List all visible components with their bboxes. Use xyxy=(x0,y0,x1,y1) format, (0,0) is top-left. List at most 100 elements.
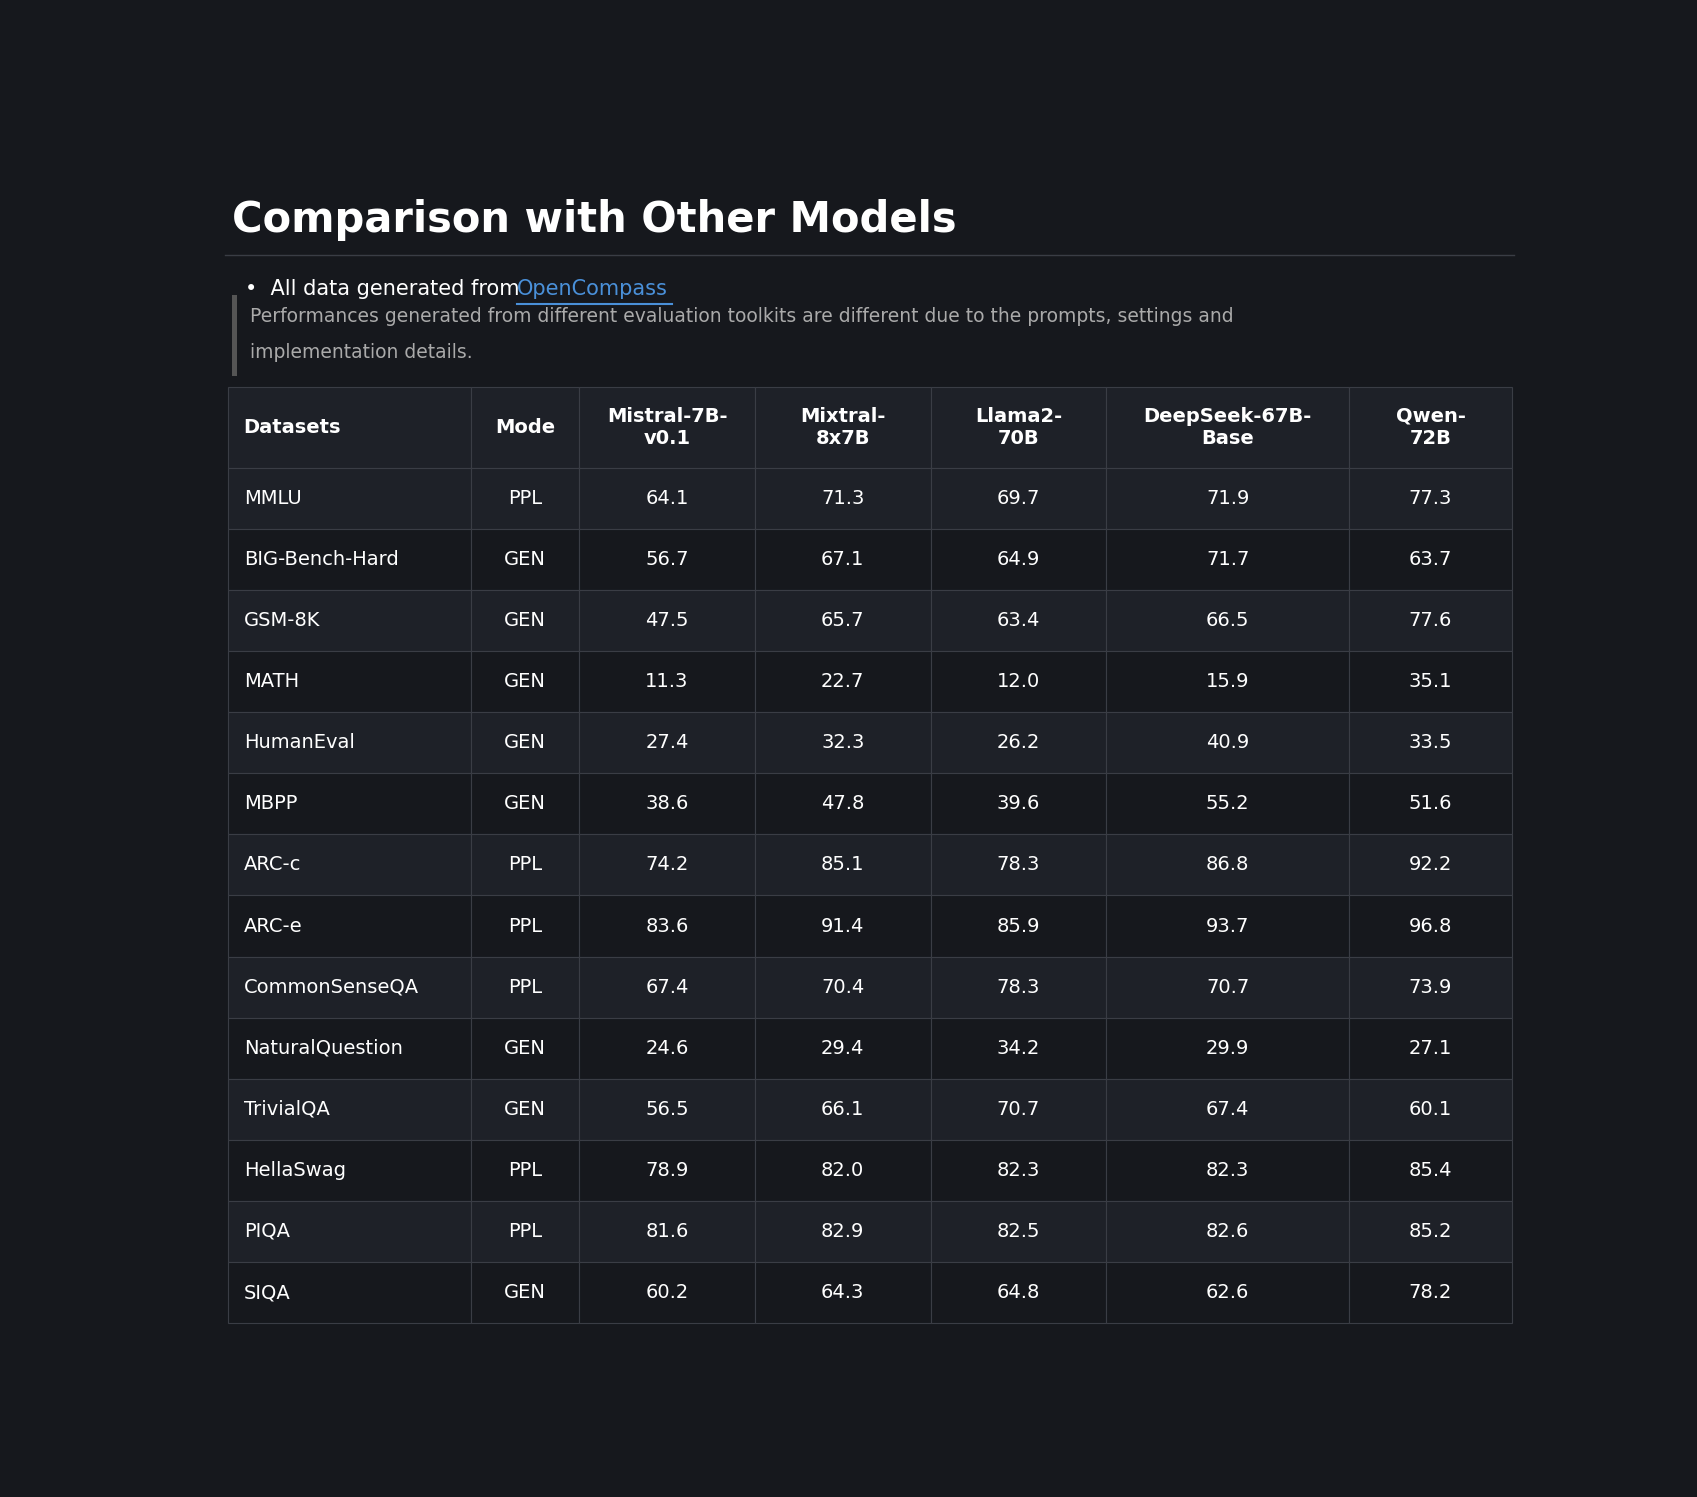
Bar xyxy=(755,957,930,1018)
Bar xyxy=(1106,469,1349,528)
Text: 35.1: 35.1 xyxy=(1409,672,1453,692)
Text: ARC-c: ARC-c xyxy=(244,855,300,874)
Bar xyxy=(930,774,1106,834)
Bar xyxy=(227,1201,472,1262)
Bar xyxy=(930,528,1106,590)
Text: GEN: GEN xyxy=(504,734,546,751)
Text: 60.2: 60.2 xyxy=(645,1283,689,1302)
Text: GEN: GEN xyxy=(504,1100,546,1118)
Bar xyxy=(579,957,755,1018)
Text: 77.6: 77.6 xyxy=(1409,611,1453,630)
Bar xyxy=(579,1262,755,1323)
Text: 66.5: 66.5 xyxy=(1207,611,1249,630)
Bar xyxy=(472,957,579,1018)
Text: implementation details.: implementation details. xyxy=(249,343,473,362)
Bar xyxy=(930,1262,1106,1323)
Text: 63.4: 63.4 xyxy=(996,611,1040,630)
Text: 85.1: 85.1 xyxy=(821,855,864,874)
Text: HellaSwag: HellaSwag xyxy=(244,1160,346,1180)
Text: Datasets: Datasets xyxy=(244,418,341,437)
Bar xyxy=(1106,1139,1349,1201)
Bar xyxy=(1106,774,1349,834)
Text: MBPP: MBPP xyxy=(244,795,297,813)
Text: 78.9: 78.9 xyxy=(645,1160,689,1180)
Text: 33.5: 33.5 xyxy=(1409,734,1453,751)
Bar xyxy=(930,895,1106,957)
Text: 93.7: 93.7 xyxy=(1207,916,1249,936)
Text: 34.2: 34.2 xyxy=(996,1039,1040,1058)
Text: 85.4: 85.4 xyxy=(1409,1160,1453,1180)
Text: HumanEval: HumanEval xyxy=(244,734,355,751)
Bar xyxy=(930,957,1106,1018)
Bar xyxy=(755,590,930,651)
Bar xyxy=(755,1139,930,1201)
Text: 40.9: 40.9 xyxy=(1207,734,1249,751)
Text: Comparison with Other Models: Comparison with Other Models xyxy=(232,199,957,241)
Bar xyxy=(755,774,930,834)
Bar xyxy=(472,651,579,713)
Bar xyxy=(1349,590,1512,651)
Text: 71.9: 71.9 xyxy=(1207,490,1249,507)
Bar xyxy=(930,651,1106,713)
Bar xyxy=(755,1079,930,1139)
Bar xyxy=(1349,774,1512,834)
Text: 82.9: 82.9 xyxy=(821,1222,864,1241)
Text: 12.0: 12.0 xyxy=(996,672,1040,692)
Bar xyxy=(930,713,1106,774)
Bar xyxy=(227,469,472,528)
Text: GEN: GEN xyxy=(504,795,546,813)
Text: OpenCompass: OpenCompass xyxy=(518,278,669,299)
Bar xyxy=(755,713,930,774)
Bar xyxy=(472,774,579,834)
Text: 70.7: 70.7 xyxy=(996,1100,1040,1118)
Bar xyxy=(472,528,579,590)
Bar xyxy=(930,469,1106,528)
Bar xyxy=(755,1018,930,1079)
Text: 27.1: 27.1 xyxy=(1409,1039,1453,1058)
Text: 67.1: 67.1 xyxy=(821,549,864,569)
Bar xyxy=(755,895,930,957)
Bar xyxy=(1349,1079,1512,1139)
Text: 83.6: 83.6 xyxy=(645,916,689,936)
Text: 67.4: 67.4 xyxy=(1207,1100,1249,1118)
Bar xyxy=(1349,1139,1512,1201)
Bar xyxy=(930,1018,1106,1079)
Bar xyxy=(755,388,930,467)
Text: 55.2: 55.2 xyxy=(1207,795,1249,813)
Bar xyxy=(755,1201,930,1262)
Bar xyxy=(472,1201,579,1262)
Text: GEN: GEN xyxy=(504,1039,546,1058)
Text: 65.7: 65.7 xyxy=(821,611,864,630)
Bar xyxy=(579,469,755,528)
Bar xyxy=(1106,1201,1349,1262)
Bar xyxy=(1106,895,1349,957)
Bar xyxy=(755,651,930,713)
Text: 24.6: 24.6 xyxy=(645,1039,689,1058)
Bar xyxy=(227,713,472,774)
Bar xyxy=(930,834,1106,895)
Text: 51.6: 51.6 xyxy=(1409,795,1453,813)
Text: 82.3: 82.3 xyxy=(1207,1160,1249,1180)
Bar xyxy=(1349,469,1512,528)
Bar xyxy=(1106,957,1349,1018)
Bar xyxy=(1106,1018,1349,1079)
Bar xyxy=(1349,528,1512,590)
Text: GSM-8K: GSM-8K xyxy=(244,611,321,630)
Text: 78.2: 78.2 xyxy=(1409,1283,1453,1302)
Bar xyxy=(1106,590,1349,651)
Bar xyxy=(930,590,1106,651)
Bar xyxy=(1106,1079,1349,1139)
Bar xyxy=(579,528,755,590)
Bar xyxy=(1349,895,1512,957)
Text: NaturalQuestion: NaturalQuestion xyxy=(244,1039,402,1058)
Bar xyxy=(472,1262,579,1323)
Text: 62.6: 62.6 xyxy=(1207,1283,1249,1302)
Text: 38.6: 38.6 xyxy=(645,795,689,813)
Text: DeepSeek-67B-
Base: DeepSeek-67B- Base xyxy=(1144,407,1312,448)
Bar xyxy=(1106,834,1349,895)
Text: 82.6: 82.6 xyxy=(1207,1222,1249,1241)
Text: 85.9: 85.9 xyxy=(996,916,1040,936)
Bar xyxy=(472,590,579,651)
Text: TrivialQA: TrivialQA xyxy=(244,1100,329,1118)
Bar xyxy=(227,774,472,834)
